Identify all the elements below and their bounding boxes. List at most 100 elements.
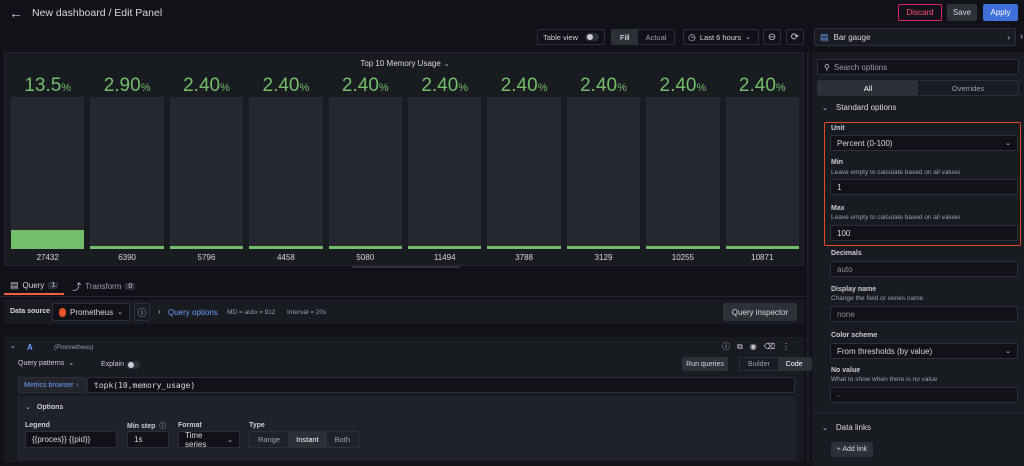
table-view-toggle[interactable]: Table view (537, 29, 605, 45)
bar-category-label: 10871 (751, 253, 774, 262)
query-actions: ⓘ ⧉ ◉ ⌫ ⋮ (722, 341, 790, 352)
query-ref-id[interactable]: A (27, 343, 33, 352)
min-step-label: Min step (127, 422, 156, 430)
no-value-description: What to show when there is no value (831, 376, 938, 383)
apply-button[interactable]: Apply (983, 4, 1018, 21)
trash-icon[interactable]: ⌫ (763, 342, 776, 351)
chevron-down-icon: ⌄ (1005, 348, 1011, 355)
save-button[interactable]: Save (947, 4, 977, 21)
query-editor[interactable]: topk(10,memory_usage) (87, 377, 795, 393)
standard-options-header[interactable]: ⌄ Standard options (822, 103, 896, 112)
help-icon[interactable]: ⓘ (134, 303, 150, 321)
options-pane (812, 52, 1024, 466)
legend-input[interactable]: {{proces}} {{pid}} (25, 431, 117, 448)
top-bar: ← New dashboard / Edit Panel Discard Sav… (0, 0, 1024, 25)
panel-header[interactable]: Top 10 Memory Usage ⌄ (5, 59, 805, 68)
type-both-option[interactable]: Both (334, 435, 351, 444)
options-header[interactable]: ⌄ Options (25, 403, 63, 412)
min-description: Leave empty to calculate based on all va… (831, 169, 961, 176)
search-options-input[interactable]: ⚲ Search options (817, 59, 1019, 75)
page-title: New dashboard / Edit Panel (32, 7, 163, 19)
data-links-header[interactable]: ⌄ Data links (822, 423, 871, 432)
bar-track (566, 97, 641, 249)
min-input[interactable]: 1 (830, 179, 1018, 195)
max-input[interactable]: 100 (830, 225, 1018, 241)
refresh-icon[interactable]: ⟳ (786, 29, 804, 45)
help-icon[interactable]: ⓘ (722, 342, 730, 351)
fill-option[interactable]: Fill (612, 30, 638, 44)
color-scheme-label: Color scheme (831, 332, 878, 339)
unit-select[interactable]: Percent (0-100) ⌄ (830, 135, 1018, 151)
bar-category-label: 5796 (197, 253, 216, 262)
resize-handle[interactable] (352, 266, 460, 268)
bar-value-label: 2.40% (580, 75, 627, 96)
drag-handle-icon[interactable]: ⋮ (782, 342, 791, 351)
tab-overrides[interactable]: Overrides (951, 83, 985, 93)
decimals-label: Decimals (831, 250, 862, 257)
bar-fill (169, 246, 244, 249)
add-link-button[interactable]: + Add link (831, 442, 873, 457)
divider (0, 296, 806, 297)
duplicate-icon[interactable]: ⧉ (737, 341, 743, 351)
bar-unit-label: % (140, 82, 151, 94)
display-name-input[interactable]: none (830, 306, 1018, 322)
splitter[interactable] (807, 52, 809, 462)
query-options-link[interactable]: Query options (168, 308, 218, 317)
decimals-input[interactable]: auto (830, 261, 1018, 277)
collapse-icon[interactable]: ⌄ (10, 343, 16, 350)
bar-value-label: 13.5% (24, 75, 72, 96)
bar-unit-label: % (537, 82, 548, 94)
query-inspector-button[interactable]: Query inspector (723, 303, 797, 321)
visualization-picker[interactable]: ▤ Bar gauge › (814, 28, 1016, 46)
bar-category-label: 3129 (594, 253, 613, 262)
bar-unit-label: % (61, 82, 72, 94)
discard-button[interactable]: Discard (898, 4, 942, 21)
type-instant-option[interactable]: Instant (288, 432, 327, 447)
color-scheme-select[interactable]: From thresholds (by value) ⌄ (830, 343, 1018, 359)
datasource-label: Data source (10, 308, 51, 315)
min-label: Min (831, 159, 844, 166)
time-picker[interactable]: ◷ Last 6 hours ⌄ (683, 29, 759, 45)
options-section: ⌄ Options Legend {{proces}} {{pid}} Min … (18, 397, 795, 460)
max-label: Max (831, 205, 845, 212)
toggle-switch[interactable] (585, 33, 599, 41)
format-select[interactable]: Time series ⌄ (178, 431, 240, 449)
actual-option[interactable]: Actual (645, 32, 667, 42)
min-step-input[interactable]: 1s (127, 431, 169, 448)
query-patterns-picker[interactable]: Query patterns ⌄ (18, 359, 74, 368)
tab-transform-label: Transform (85, 281, 122, 291)
info-icon[interactable]: ⓘ (159, 423, 167, 430)
run-queries-button[interactable]: Run queries (682, 357, 728, 371)
metrics-browser-button[interactable]: Metrics browser › (18, 377, 86, 393)
chevron-right-icon[interactable]: › (1020, 31, 1023, 41)
tab-query-count: 1 (48, 281, 59, 289)
bar-value-label: 2.40% (738, 75, 786, 96)
fill-actual-switch[interactable]: Fill Actual (611, 29, 676, 45)
chevron-down-icon: ⌄ (117, 309, 123, 316)
builder-code-switch[interactable]: Builder Code (739, 357, 812, 371)
tab-all[interactable]: All (818, 81, 918, 95)
bar-unit-label: % (775, 82, 786, 94)
bar-value-label: 2.40% (500, 75, 548, 96)
code-option[interactable]: Code (777, 358, 811, 370)
builder-option[interactable]: Builder (748, 360, 770, 368)
eye-icon[interactable]: ◉ (749, 342, 757, 351)
table-view-label: Table view (543, 32, 579, 42)
chevron-right-icon[interactable]: › (158, 307, 161, 316)
zoom-out-icon[interactable]: ⊖ (763, 29, 781, 45)
back-arrow-icon[interactable]: ← (9, 5, 23, 21)
chevron-down-icon: ⌄ (227, 436, 233, 444)
datasource-picker[interactable]: Prometheus ⌄ (52, 303, 130, 321)
tab-transform[interactable]: ⤴ Transform 0 (64, 277, 143, 295)
options-tabs[interactable]: All Overrides (817, 80, 1019, 96)
query-datasource: (Prometheus) (54, 344, 94, 351)
tab-query[interactable]: ▤ Query 1 (4, 277, 65, 295)
explain-toggle[interactable] (126, 361, 140, 369)
type-range-option[interactable]: Range (258, 435, 281, 444)
no-value-input[interactable]: - (830, 387, 1018, 403)
bar-unit-label: % (617, 82, 627, 94)
no-value-label: No value (831, 367, 861, 374)
type-switch[interactable]: Range Instant Both (249, 431, 360, 448)
search-placeholder: Search options (833, 62, 888, 72)
visualization-name: Bar gauge (833, 32, 871, 42)
